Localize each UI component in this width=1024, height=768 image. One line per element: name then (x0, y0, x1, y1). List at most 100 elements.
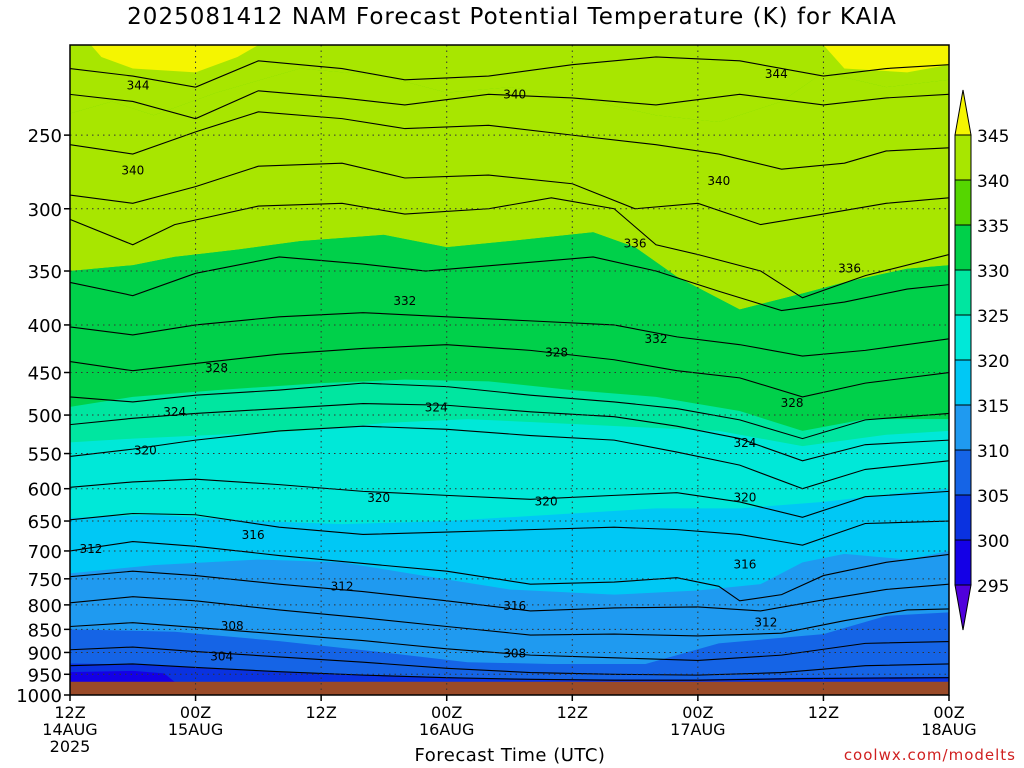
contour-line-3 (70, 162, 949, 226)
x-tick-label-3-0: 00Z (431, 703, 462, 722)
x-tick-label-1-0: 00Z (180, 703, 211, 722)
x-tick-label-3-1: 16AUG (419, 720, 474, 739)
y-tick-label-250: 250 (28, 126, 62, 147)
y-tick-label-750: 750 (28, 570, 62, 591)
surface-ground (70, 681, 949, 695)
y-tick-label-800: 800 (28, 596, 62, 617)
y-tick-label-700: 700 (28, 542, 62, 563)
y-tick-label-1000: 1000 (16, 686, 62, 707)
contour-line-6 (70, 312, 949, 357)
colorbar-box-3 (954, 269, 972, 316)
colorbar-box-1 (954, 179, 972, 226)
colorbar-bottom-arrow (954, 584, 972, 631)
contour-label-324: 324 (733, 436, 756, 450)
colorbar-box-5 (954, 359, 972, 406)
credit-text[interactable]: coolwx.com/modelts (843, 746, 1016, 764)
contour-label-344: 344 (127, 78, 150, 92)
contour-label-312: 312 (754, 616, 777, 630)
colorbar-label-325: 325 (977, 307, 1009, 327)
contour-line-4 (70, 197, 949, 299)
y-tick-label-950: 950 (28, 665, 62, 686)
contour-label-324: 324 (425, 401, 448, 415)
y-tick-label-350: 350 (28, 262, 62, 283)
contour-label-316: 316 (242, 528, 265, 542)
colorbar-label-315: 315 (977, 397, 1009, 417)
x-tick-label-2-0: 12Z (305, 703, 336, 722)
y-tick-label-400: 400 (28, 316, 62, 337)
contour-label-320: 320 (134, 444, 157, 458)
chart-title: 2025081412 NAM Forecast Potential Temper… (127, 4, 897, 30)
plot-area: 344 344 340 340 340 336 336 332 332 328 328 328 324 3… (70, 45, 949, 695)
contour-line-7 (70, 344, 949, 398)
x-tick-label-6-0: 12Z (808, 703, 839, 722)
y-tick-label-900: 900 (28, 643, 62, 664)
band-345-patch-0 (90, 45, 259, 73)
x-tick-label-4-0: 12Z (557, 703, 588, 722)
contour-label-340: 340 (121, 164, 144, 178)
contour-line-1 (70, 90, 949, 120)
colorbar-label-320: 320 (977, 352, 1009, 372)
contour-line-12 (70, 512, 949, 546)
x-tick-label-1-1: 15AUG (168, 720, 223, 739)
contour-label-336: 336 (838, 262, 861, 276)
contour-label-340: 340 (707, 174, 730, 188)
colorbar-box-8 (954, 494, 972, 541)
colorbar-label-345: 345 (977, 127, 1009, 147)
colorbar-label-310: 310 (977, 442, 1009, 462)
contour-line-9 (70, 403, 949, 462)
contour-label-316: 316 (733, 558, 756, 572)
contour-line-8 (70, 382, 949, 440)
y-tick-label-650: 650 (28, 512, 62, 533)
contour-line-0 (70, 56, 949, 88)
contour-label-340: 340 (503, 87, 526, 101)
x-tick-label-0-2: 2025 (50, 737, 91, 756)
contour-label-324: 324 (163, 405, 186, 419)
x-tick-label-5-0: 00Z (682, 703, 713, 722)
y-tick-label-850: 850 (28, 620, 62, 641)
x-tick-label-7-0: 00Z (933, 703, 964, 722)
contour-label-336: 336 (624, 237, 647, 251)
contour-label-308: 308 (503, 646, 526, 660)
contour-label-328: 328 (781, 396, 804, 410)
colorbar-label-335: 335 (977, 217, 1009, 237)
x-tick-label-0-0: 12Z (54, 703, 85, 722)
contour-label-344: 344 (765, 67, 788, 81)
band-345-patch-1 (823, 45, 949, 73)
colorbar-box-4 (954, 314, 972, 361)
contour-label-328: 328 (545, 345, 568, 359)
colorbar-label-295: 295 (977, 577, 1009, 597)
y-tick-label-600: 600 (28, 480, 62, 501)
contour-label-320: 320 (733, 490, 756, 504)
contour-label-308: 308 (221, 619, 244, 633)
contour-label-320: 320 (535, 494, 558, 508)
contour-label-316: 316 (503, 599, 526, 613)
colorbar-label-305: 305 (977, 487, 1009, 507)
colorbar-label-300: 300 (977, 532, 1009, 552)
y-tick-label-550: 550 (28, 445, 62, 466)
contour-line-2 (70, 111, 949, 170)
x-tick-label-0-1: 14AUG (42, 720, 97, 739)
x-axis-label: Forecast Time (UTC) (414, 745, 606, 766)
plot-frame (69, 44, 950, 696)
y-tick-label-500: 500 (28, 406, 62, 427)
colorbar-box-0 (954, 134, 972, 181)
contour-line-11 (70, 478, 949, 518)
contour-label-332: 332 (645, 332, 668, 346)
contour-label-312: 312 (331, 579, 354, 593)
contour-label-320: 320 (367, 491, 390, 505)
y-tick-label-300: 300 (28, 200, 62, 221)
colorbar-label-330: 330 (977, 262, 1009, 282)
y-tick-label-450: 450 (28, 364, 62, 385)
contour-line-14 (70, 570, 949, 612)
colorbar-box-9 (954, 539, 972, 586)
colorbar-box-6 (954, 404, 972, 451)
contour-label-312: 312 (79, 542, 102, 556)
x-tick-label-7-1: 18AUG (921, 720, 976, 739)
colorbar-label-340: 340 (977, 172, 1009, 192)
contour-label-304: 304 (210, 649, 233, 663)
contour-line-17 (70, 646, 949, 676)
colorbar-top-arrow (954, 89, 972, 136)
x-tick-label-5-1: 17AUG (670, 720, 725, 739)
